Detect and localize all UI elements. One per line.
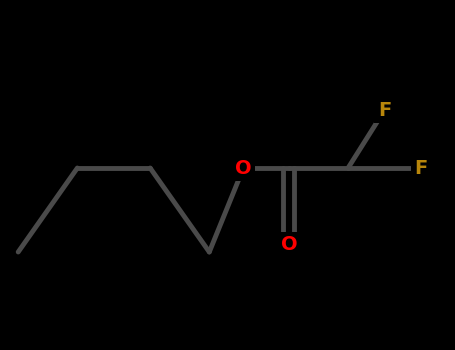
Text: O: O <box>235 159 252 177</box>
Text: F: F <box>378 101 391 120</box>
Text: O: O <box>281 236 297 254</box>
Text: F: F <box>414 159 428 177</box>
